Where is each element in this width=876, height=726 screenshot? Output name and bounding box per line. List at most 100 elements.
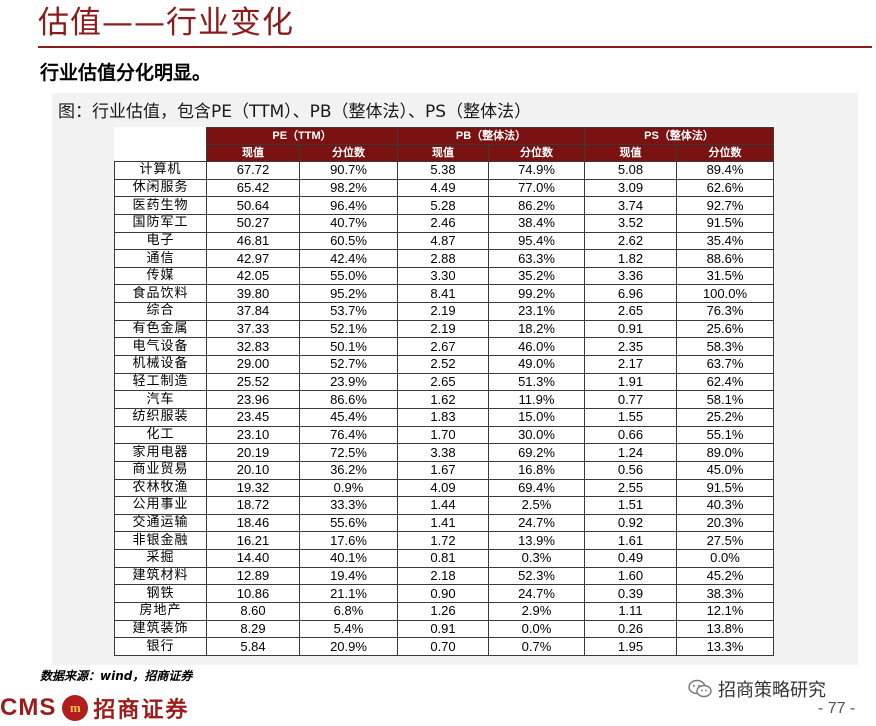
ps-percentile-cell: 25.6% xyxy=(676,319,774,339)
ps-value-cell: 5.08 xyxy=(584,161,677,180)
pe-percentile-cell: 21.1% xyxy=(299,584,398,604)
industry-name-cell: 交通运输 xyxy=(114,513,207,533)
group-header-pb: PB（整体法） xyxy=(397,127,585,145)
pe-percentile-cell: 90.7% xyxy=(299,161,398,180)
pb-value-cell: 0.91 xyxy=(397,619,489,639)
ps-value-cell: 1.60 xyxy=(584,566,677,586)
pe-value-cell: 23.96 xyxy=(206,390,300,409)
pb-value-cell: 1.70 xyxy=(397,425,489,445)
table-row: 汽车 23.96 86.6% 1.62 11.9% 0.77 58.1% xyxy=(114,390,774,409)
ps-value-cell: 3.09 xyxy=(584,178,677,198)
pb-value-cell: 1.83 xyxy=(397,407,489,427)
ps-percentile-cell: 25.2% xyxy=(676,407,774,427)
pb-percentile-cell: 51.3% xyxy=(488,372,585,392)
industry-name-cell: 银行 xyxy=(114,637,207,656)
pb-percentile-cell: 24.7% xyxy=(488,584,585,604)
industry-name-cell: 传媒 xyxy=(114,266,207,286)
table-row: 计算机 67.72 90.7% 5.38 74.9% 5.08 89.4% xyxy=(114,161,774,180)
pb-value-cell: 8.41 xyxy=(397,284,489,304)
table-corner-cell xyxy=(114,144,207,162)
table-row: 传媒 42.05 55.0% 3.30 35.2% 3.36 31.5% xyxy=(114,266,774,286)
industry-name-cell: 机械设备 xyxy=(114,355,207,374)
logo-mark-icon: m xyxy=(62,695,89,721)
ps-percentile-cell: 62.4% xyxy=(676,372,774,392)
ps-percentile-cell: 55.1% xyxy=(676,425,774,445)
pb-value-cell: 0.70 xyxy=(397,637,489,656)
pe-percentile-cell: 60.5% xyxy=(299,231,398,251)
ps-value-cell: 0.66 xyxy=(584,425,677,445)
ps-value-cell: 1.95 xyxy=(584,637,677,656)
pb-percentile-cell: 2.5% xyxy=(488,496,585,515)
pe-value-cell: 37.33 xyxy=(206,319,300,339)
ps-percentile-cell: 27.5% xyxy=(676,531,774,551)
pb-value-cell: 1.41 xyxy=(397,513,489,533)
pe-value-cell: 50.64 xyxy=(206,196,300,215)
ps-value-cell: 0.56 xyxy=(584,460,677,480)
ps-percentile-cell: 13.8% xyxy=(676,619,774,639)
logo-text-en: CMS xyxy=(0,694,57,721)
pb-value-cell: 4.49 xyxy=(397,178,489,198)
pb-value-cell: 2.67 xyxy=(397,337,489,357)
pe-percentile-cell: 72.5% xyxy=(299,443,398,462)
table-row: 医药生物 50.64 96.4% 5.28 86.2% 3.74 92.7% xyxy=(114,196,774,215)
industry-name-cell: 汽车 xyxy=(114,390,207,409)
pe-percentile-cell: 45.4% xyxy=(299,407,398,427)
table-row: 机械设备 29.00 52.7% 2.52 49.0% 2.17 63.7% xyxy=(114,355,774,374)
ps-value-cell: 0.92 xyxy=(584,513,677,533)
ps-value-cell: 2.17 xyxy=(584,355,677,374)
ps-value-cell: 2.62 xyxy=(584,231,677,251)
logo-text-cn: 招商证券 xyxy=(93,697,190,723)
pb-percentile-cell: 69.4% xyxy=(488,478,585,498)
ps-value-cell: 3.36 xyxy=(584,266,677,286)
pe-value-cell: 19.32 xyxy=(206,478,300,498)
ps-percentile-cell: 58.3% xyxy=(676,337,774,357)
subheader-ps-value: 现值 xyxy=(584,144,677,162)
pe-value-cell: 20.10 xyxy=(206,460,300,480)
pb-percentile-cell: 0.0% xyxy=(488,619,585,639)
table-row: 电气设备 32.83 50.1% 2.67 46.0% 2.35 58.3% xyxy=(114,337,774,357)
pe-percentile-cell: 17.6% xyxy=(299,531,398,551)
industry-name-cell: 计算机 xyxy=(114,161,207,180)
pb-percentile-cell: 0.7% xyxy=(488,637,585,656)
pe-percentile-cell: 40.7% xyxy=(299,213,398,233)
industry-name-cell: 化工 xyxy=(114,425,207,445)
ps-percentile-cell: 89.4% xyxy=(676,161,774,180)
industry-name-cell: 国防军工 xyxy=(114,213,207,233)
industry-name-cell: 电气设备 xyxy=(114,337,207,357)
table-row: 家用电器 20.19 72.5% 3.38 69.2% 1.24 89.0% xyxy=(114,443,774,462)
table-row: 建筑装饰 8.29 5.4% 0.91 0.0% 0.26 13.8% xyxy=(114,619,774,639)
ps-value-cell: 3.52 xyxy=(584,213,677,233)
ps-percentile-cell: 35.4% xyxy=(676,231,774,251)
ps-value-cell: 1.61 xyxy=(584,531,677,551)
pe-value-cell: 20.19 xyxy=(206,443,300,462)
pb-value-cell: 4.87 xyxy=(397,231,489,251)
pe-percentile-cell: 52.1% xyxy=(299,319,398,339)
wechat-icon xyxy=(688,679,712,698)
pe-value-cell: 50.27 xyxy=(206,213,300,233)
ps-value-cell: 0.49 xyxy=(584,549,677,568)
ps-percentile-cell: 12.1% xyxy=(676,602,774,621)
pb-percentile-cell: 30.0% xyxy=(488,425,585,445)
ps-percentile-cell: 58.1% xyxy=(676,390,774,409)
industry-name-cell: 综合 xyxy=(114,302,207,321)
pb-value-cell: 2.65 xyxy=(397,372,489,392)
ps-percentile-cell: 20.3% xyxy=(676,513,774,533)
pb-value-cell: 0.90 xyxy=(397,584,489,604)
pb-percentile-cell: 16.8% xyxy=(488,460,585,480)
table-row: 休闲服务 65.42 98.2% 4.49 77.0% 3.09 62.6% xyxy=(114,178,774,198)
ps-percentile-cell: 91.5% xyxy=(676,213,774,233)
table-row: 有色金属 37.33 52.1% 2.19 18.2% 0.91 25.6% xyxy=(114,319,774,339)
ps-value-cell: 0.39 xyxy=(584,584,677,604)
ps-percentile-cell: 38.3% xyxy=(676,584,774,604)
table-row: 非银金融 16.21 17.6% 1.72 13.9% 1.61 27.5% xyxy=(114,531,774,551)
industry-name-cell: 通信 xyxy=(114,249,207,268)
pe-percentile-cell: 95.2% xyxy=(299,284,398,304)
pb-percentile-cell: 15.0% xyxy=(488,407,585,427)
pe-value-cell: 46.81 xyxy=(206,231,300,251)
pe-value-cell: 42.05 xyxy=(206,266,300,286)
pe-percentile-cell: 42.4% xyxy=(299,249,398,268)
pb-value-cell: 3.38 xyxy=(397,443,489,462)
pe-value-cell: 12.89 xyxy=(206,566,300,586)
page-title: 估值——行业变化 xyxy=(38,5,294,41)
pe-value-cell: 10.86 xyxy=(206,584,300,604)
